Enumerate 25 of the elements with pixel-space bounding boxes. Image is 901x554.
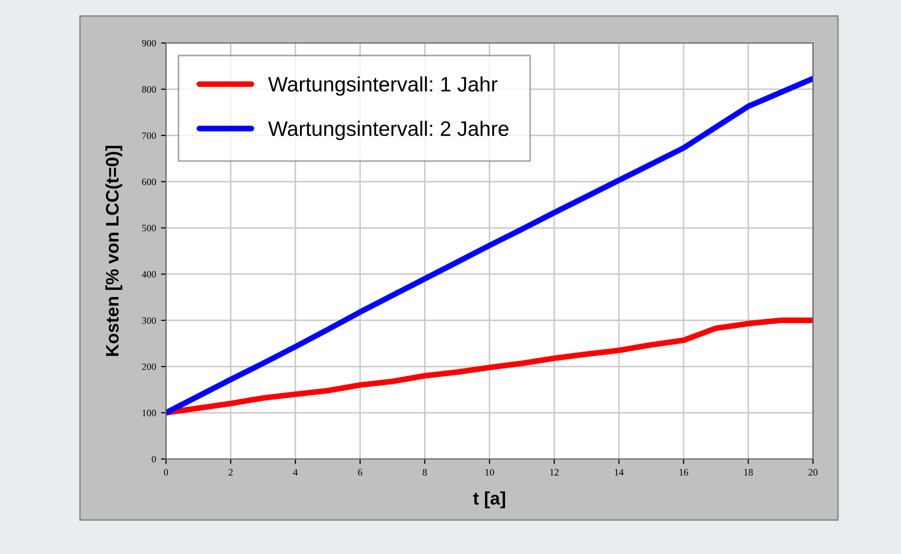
y-tick-label: 400 [142,271,156,278]
y-tick-label: 200 [142,363,156,370]
legend-label: Wartungsintervall: 2 Jahre [268,120,508,140]
legend-label: Wartungsintervall: 1 Jahr [268,76,498,96]
y-tick-label: 500 [142,224,156,232]
x-tick-label: 12 [550,469,559,476]
x-tick-label: 0 [164,469,168,476]
y-tick-label: 300 [142,317,156,324]
x-tick-label: 10 [485,469,494,476]
x-tick-label: 14 [614,469,624,476]
x-tick-label: 8 [422,469,427,476]
x-tick-label: 18 [744,469,753,476]
y-tick-label: 0 [152,456,156,462]
x-tick-label: 16 [680,469,688,476]
x-axis-title: t [a] [473,491,506,508]
x-tick-label: 2 [228,469,233,476]
y-tick-label: 600 [142,178,156,186]
x-tick-label: 6 [358,469,362,476]
x-tick-label: 20 [808,469,818,476]
y-tick-label: 900 [142,40,156,46]
y-tick-label: 800 [142,86,156,93]
y-tick-label: 100 [142,410,156,416]
y-tick-label: 700 [142,132,156,139]
y-axis-title: Kosten [% von LCC(t=0)] [105,146,122,356]
x-tick-label: 4 [293,469,298,476]
